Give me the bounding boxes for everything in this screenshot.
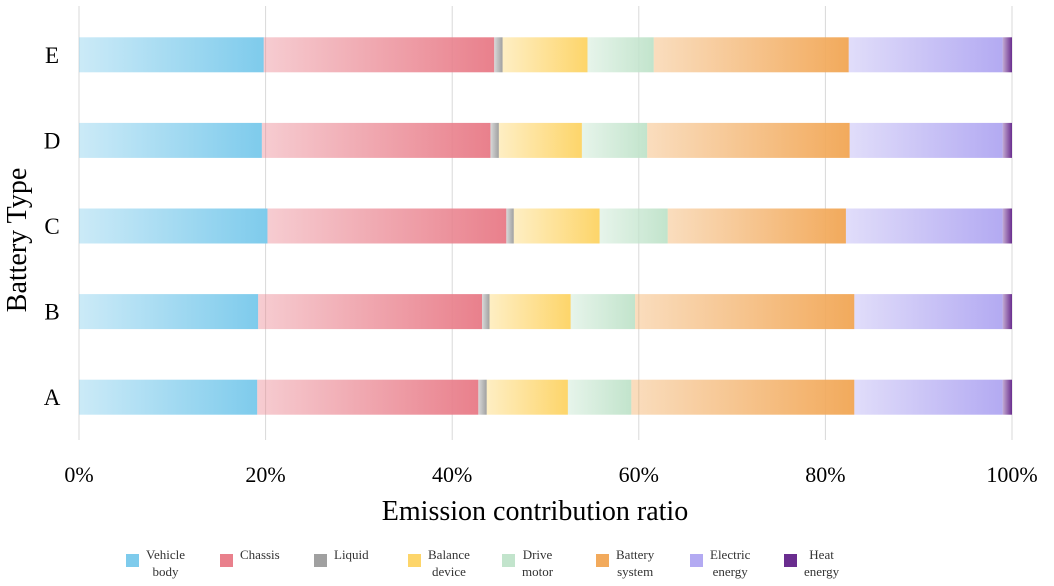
- bar-B-drive-motor: [570, 294, 636, 330]
- legend-swatch: [220, 554, 233, 567]
- x-tick-label: 60%: [619, 462, 659, 487]
- bar-E-liquid: [494, 37, 503, 73]
- bar-E-battery-system: [653, 37, 849, 73]
- y-axis-label: Battery Type: [2, 168, 33, 312]
- bar-E-balance-device: [502, 37, 588, 73]
- bar-D-battery-system: [647, 122, 850, 158]
- y-tick-label-C: C: [44, 214, 59, 239]
- bar-D-heat-energy: [1002, 122, 1012, 158]
- legend-label: Electric energy: [710, 547, 751, 579]
- bar-E-heat-energy: [1002, 37, 1012, 73]
- bar-E-drive-motor: [587, 37, 654, 73]
- bar-B-electric-energy: [854, 294, 1003, 330]
- bar-B-chassis: [258, 294, 483, 330]
- bar-E-chassis: [263, 37, 495, 73]
- bar-D-drive-motor: [581, 122, 648, 158]
- legend-swatch: [314, 554, 327, 567]
- legend-label: Balance device: [428, 547, 470, 579]
- legend: Vehicle body Chassis Liquid Balance device D…: [0, 544, 1054, 586]
- bar-E-electric-energy: [848, 37, 1003, 73]
- bar-A-chassis: [257, 379, 479, 415]
- bar-E-vehicle-body: [79, 37, 264, 73]
- x-tick-label: 20%: [245, 462, 285, 487]
- y-tick-label-D: D: [44, 128, 61, 153]
- bar-C-drive-motor: [599, 208, 668, 244]
- bar-B-vehicle-body: [79, 294, 259, 330]
- bar-C-balance-device: [513, 208, 600, 244]
- bar-D-balance-device: [498, 122, 582, 158]
- x-tick-label: 0%: [64, 462, 93, 487]
- x-tick-label: 100%: [986, 462, 1037, 487]
- legend-label: Chassis: [240, 547, 280, 562]
- x-tick-label: 80%: [805, 462, 845, 487]
- legend-label: Vehicle body: [146, 547, 185, 579]
- x-axis-label: Emission contribution ratio: [382, 496, 688, 527]
- legend-swatch: [408, 554, 421, 567]
- bar-D-liquid: [490, 122, 499, 158]
- bars: [79, 37, 1012, 415]
- y-tick-label-B: B: [44, 300, 59, 325]
- x-tick-labels: 0% 20% 40% 60% 80% 100%: [64, 462, 1037, 487]
- legend-label: Liquid: [334, 547, 369, 562]
- bar-A-heat-energy: [1002, 379, 1012, 415]
- bar-D-vehicle-body: [79, 122, 262, 158]
- stacked-bar-chart: 0% 20% 40% 60% 80% 100% E D C B A Emission contri…: [2, 6, 1038, 527]
- bar-A-balance-device: [486, 379, 568, 415]
- legend-swatch: [596, 554, 609, 567]
- bar-C-electric-energy: [845, 208, 1003, 244]
- y-tick-labels: E D C B A: [44, 43, 61, 410]
- bar-B-battery-system: [635, 294, 855, 330]
- bar-B-liquid: [482, 294, 490, 330]
- bar-A-battery-system: [631, 379, 855, 415]
- bar-C-battery-system: [667, 208, 846, 244]
- y-tick-label-A: A: [44, 385, 61, 410]
- legend-swatch: [784, 554, 797, 567]
- legend-label: Battery system: [616, 547, 655, 579]
- bar-C-chassis: [267, 208, 507, 244]
- legend-label: Drive motor: [522, 547, 554, 579]
- bar-B-heat-energy: [1002, 294, 1012, 330]
- x-tick-label: 40%: [432, 462, 472, 487]
- legend-swatch: [502, 554, 515, 567]
- bar-D-chassis: [261, 122, 491, 158]
- bar-A-liquid: [478, 379, 487, 415]
- bar-A-electric-energy: [854, 379, 1003, 415]
- bar-B-balance-device: [489, 294, 571, 330]
- bar-C-vehicle-body: [79, 208, 268, 244]
- legend-label: Heat energy: [804, 547, 840, 579]
- legend-swatch: [126, 554, 139, 567]
- bar-C-liquid: [506, 208, 514, 244]
- bar-A-vehicle-body: [79, 379, 258, 415]
- bar-C-heat-energy: [1002, 208, 1012, 244]
- bar-D-electric-energy: [849, 122, 1003, 158]
- y-tick-label-E: E: [45, 43, 59, 68]
- legend-swatch: [690, 554, 703, 567]
- bar-A-drive-motor: [567, 379, 632, 415]
